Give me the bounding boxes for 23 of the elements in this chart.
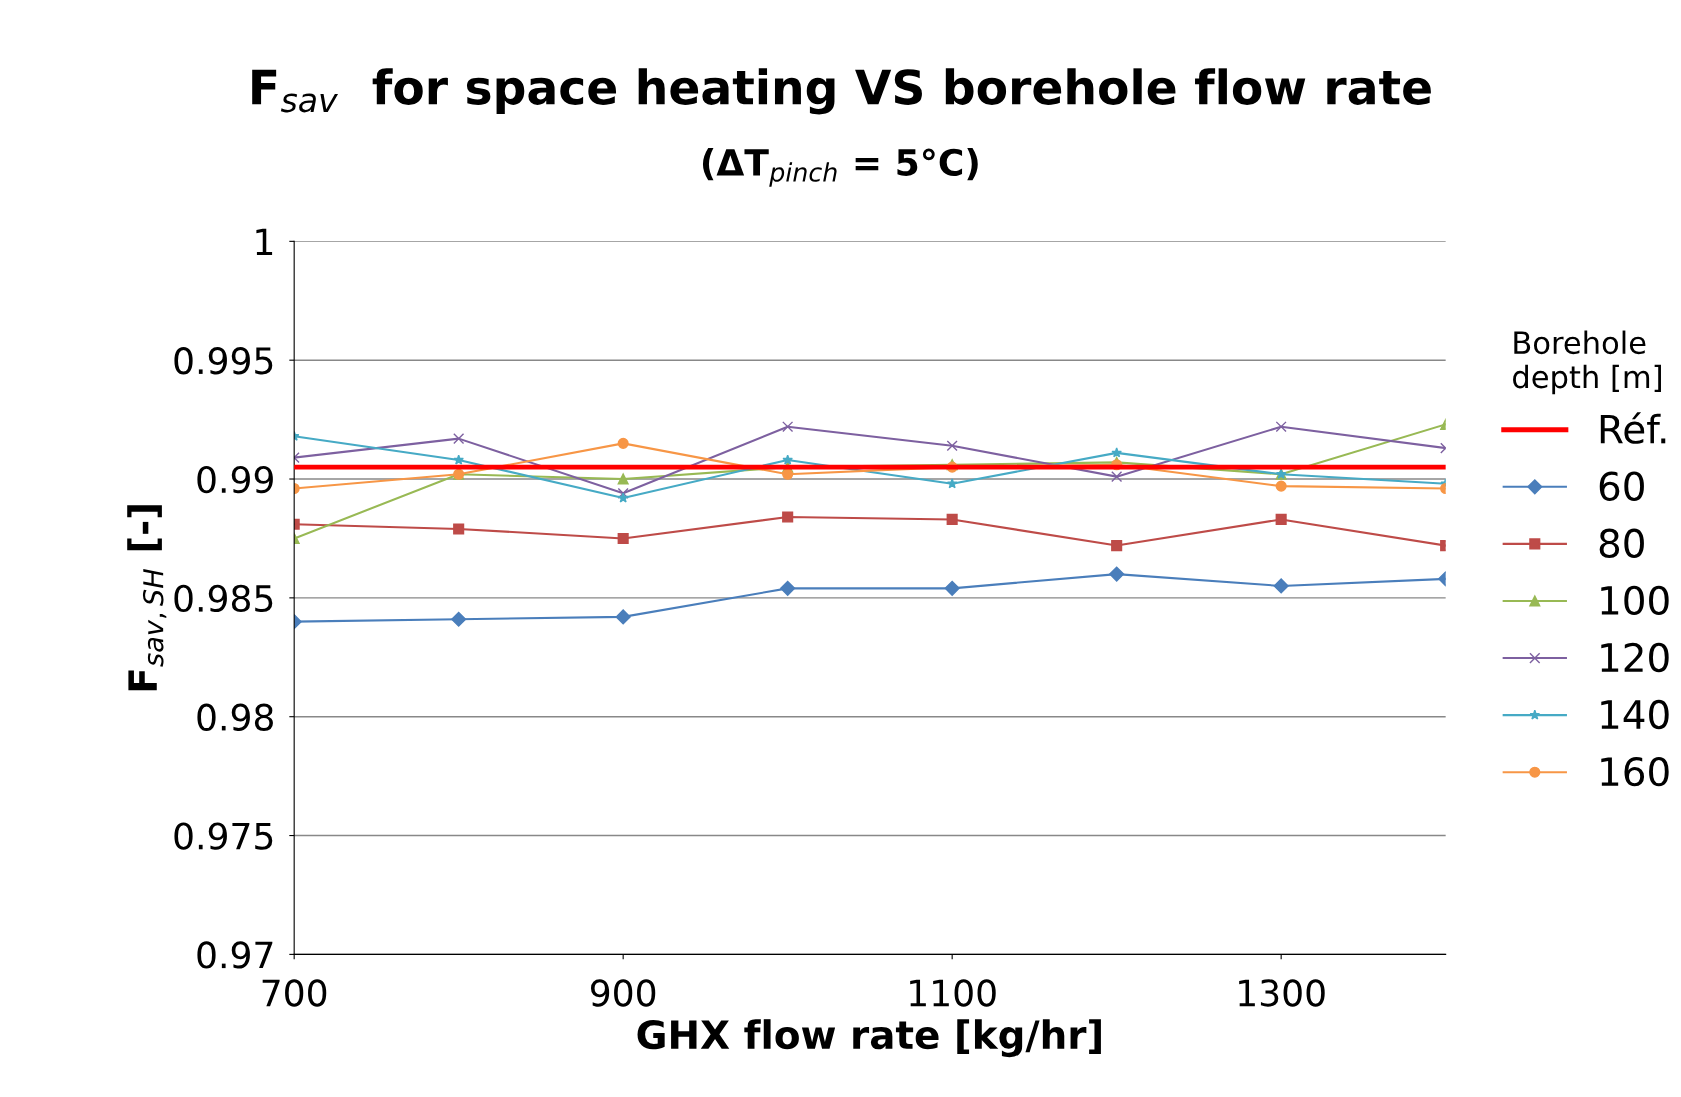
x-tick-label: 1100 bbox=[910, 979, 996, 1007]
y-tick-label: 0.985 bbox=[174, 584, 273, 613]
chart-title: F$_{sav}$ for space heating VS borehole flow rate bbox=[252, 68, 1431, 115]
x-tick-label: 900 bbox=[590, 979, 656, 1007]
y-tick-label: 0.995 bbox=[174, 347, 273, 375]
legend-label: 140 bbox=[1601, 699, 1669, 730]
y-tick-label: 0.975 bbox=[174, 822, 273, 850]
legend-label: 80 bbox=[1599, 528, 1644, 559]
y-tick-label: 1 bbox=[256, 228, 273, 256]
legend-title: Borehole depth [m] bbox=[1513, 330, 1661, 395]
chart-subtitle: (ΔT$_{pinch}$ = 5°C) bbox=[702, 148, 978, 187]
y-tick-label: 0.98 bbox=[197, 703, 273, 731]
legend-label: Réf. bbox=[1600, 412, 1666, 444]
x-tick-label: 1300 bbox=[1239, 979, 1325, 1007]
legend-label: 100 bbox=[1601, 585, 1669, 616]
y-tick-label: 0.97 bbox=[197, 941, 273, 969]
y-tick-label: 0.99 bbox=[197, 465, 273, 494]
x-tick-label: 700 bbox=[262, 979, 327, 1007]
x-axis-title: GHX flow rate [kg/hr] bbox=[637, 1019, 1101, 1058]
legend-label: 120 bbox=[1601, 642, 1669, 673]
legend-label: 60 bbox=[1599, 471, 1644, 501]
legend-label: 160 bbox=[1601, 756, 1669, 787]
y-axis-title: F$_{sav,SH}$ [-] bbox=[127, 505, 167, 691]
